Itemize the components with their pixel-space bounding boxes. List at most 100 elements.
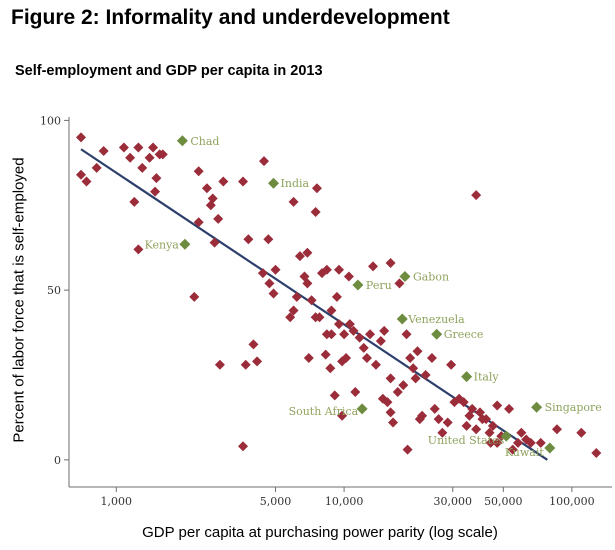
- highlight-label-singapore: Singapore: [545, 401, 602, 414]
- country-point: [193, 217, 204, 228]
- country-point: [193, 166, 204, 177]
- highlight-point-peru: [352, 279, 364, 291]
- country-point: [302, 247, 313, 258]
- country-point: [303, 353, 314, 364]
- country-point: [492, 437, 503, 448]
- highlight-point-india: [268, 177, 280, 189]
- country-point: [118, 142, 129, 153]
- country-point: [429, 403, 440, 414]
- country-point: [214, 359, 225, 370]
- x-tick-label: 1,000: [101, 495, 133, 508]
- country-point: [408, 363, 419, 374]
- country-point: [461, 420, 472, 431]
- country-point: [337, 410, 348, 421]
- highlight-label-india: India: [281, 177, 310, 190]
- country-point: [257, 268, 268, 279]
- country-point: [201, 183, 212, 194]
- country-point: [252, 356, 263, 367]
- country-point: [270, 264, 281, 275]
- country-point: [150, 186, 161, 197]
- highlight-point-kenya: [179, 238, 191, 250]
- country-point: [467, 403, 478, 414]
- country-point: [310, 207, 321, 218]
- country-point: [370, 359, 381, 370]
- highlight-label-italy: Italy: [474, 371, 500, 384]
- y-tick-label: 50: [47, 284, 61, 297]
- country-point: [326, 329, 337, 340]
- country-point: [471, 190, 482, 201]
- country-point: [492, 400, 503, 411]
- country-point: [426, 353, 437, 364]
- country-point: [420, 369, 431, 380]
- highlight-label-chad: Chad: [190, 135, 219, 148]
- country-point: [285, 312, 296, 323]
- highlight-point-united-states: [500, 430, 512, 442]
- country-point: [368, 261, 379, 272]
- country-point: [151, 173, 162, 184]
- x-axis-label: GDP per capita at purchasing power parit…: [142, 524, 498, 541]
- country-point: [471, 424, 482, 435]
- axis-ticks: 0 50 100 1,000 5,000 10,000 30,000 50,000 100,00…: [40, 114, 595, 508]
- country-point: [401, 329, 412, 340]
- country-point: [268, 288, 279, 299]
- highlight-point-chad: [176, 135, 188, 147]
- country-point: [76, 132, 87, 143]
- country-point: [487, 420, 498, 431]
- highlight-point-south-africa: [356, 403, 368, 415]
- country-point: [398, 380, 409, 391]
- country-point: [334, 264, 345, 275]
- country-point: [218, 176, 229, 187]
- country-point: [238, 176, 249, 187]
- country-point: [81, 176, 92, 187]
- country-point: [334, 319, 345, 330]
- country-point: [325, 363, 336, 374]
- country-point: [535, 437, 546, 448]
- country-point: [213, 213, 224, 224]
- country-point: [417, 410, 428, 421]
- highlight-point-greece: [431, 328, 443, 340]
- highlight-label-greece: Greece: [444, 328, 484, 341]
- country-point: [392, 386, 403, 397]
- country-point: [339, 329, 350, 340]
- country-point: [388, 417, 399, 428]
- country-point: [329, 390, 340, 401]
- country-point: [148, 142, 159, 153]
- country-point: [264, 278, 275, 289]
- country-point: [288, 196, 299, 207]
- country-point: [504, 403, 515, 414]
- country-point: [76, 169, 87, 180]
- x-tick-label: 30,000: [434, 495, 473, 508]
- country-point: [258, 156, 269, 167]
- country-point: [375, 336, 386, 347]
- country-point: [485, 437, 496, 448]
- country-point: [446, 359, 457, 370]
- country-point: [157, 149, 168, 160]
- country-point: [144, 152, 155, 163]
- country-point: [358, 342, 369, 353]
- highlighted-points: Chad India Kenya Peru Gabon Venezuela Greece It…: [145, 135, 602, 459]
- country-point: [311, 183, 322, 194]
- country-point: [314, 312, 325, 323]
- country-point: [240, 359, 251, 370]
- country-point: [354, 332, 365, 343]
- x-tick-label: 5,000: [260, 495, 292, 508]
- country-point: [133, 142, 144, 153]
- highlight-label-gabon: Gabon: [413, 271, 449, 284]
- country-point: [385, 373, 396, 384]
- country-point: [209, 237, 220, 248]
- country-point: [433, 414, 444, 425]
- highlight-label-united-states: United States: [428, 434, 505, 447]
- highlight-point-singapore: [531, 401, 543, 413]
- country-point: [551, 424, 562, 435]
- country-point: [361, 353, 372, 364]
- country-point: [385, 257, 396, 268]
- figure-title: Figure 2: Informality and underdevelopme…: [11, 6, 450, 29]
- country-point: [129, 196, 140, 207]
- country-point: [394, 278, 405, 289]
- highlight-point-italy: [461, 371, 473, 383]
- y-tick-label: 100: [40, 114, 61, 127]
- country-point: [382, 397, 393, 408]
- country-point: [320, 349, 331, 360]
- highlight-label-south-africa: South Africa: [289, 405, 359, 418]
- country-point: [507, 444, 518, 455]
